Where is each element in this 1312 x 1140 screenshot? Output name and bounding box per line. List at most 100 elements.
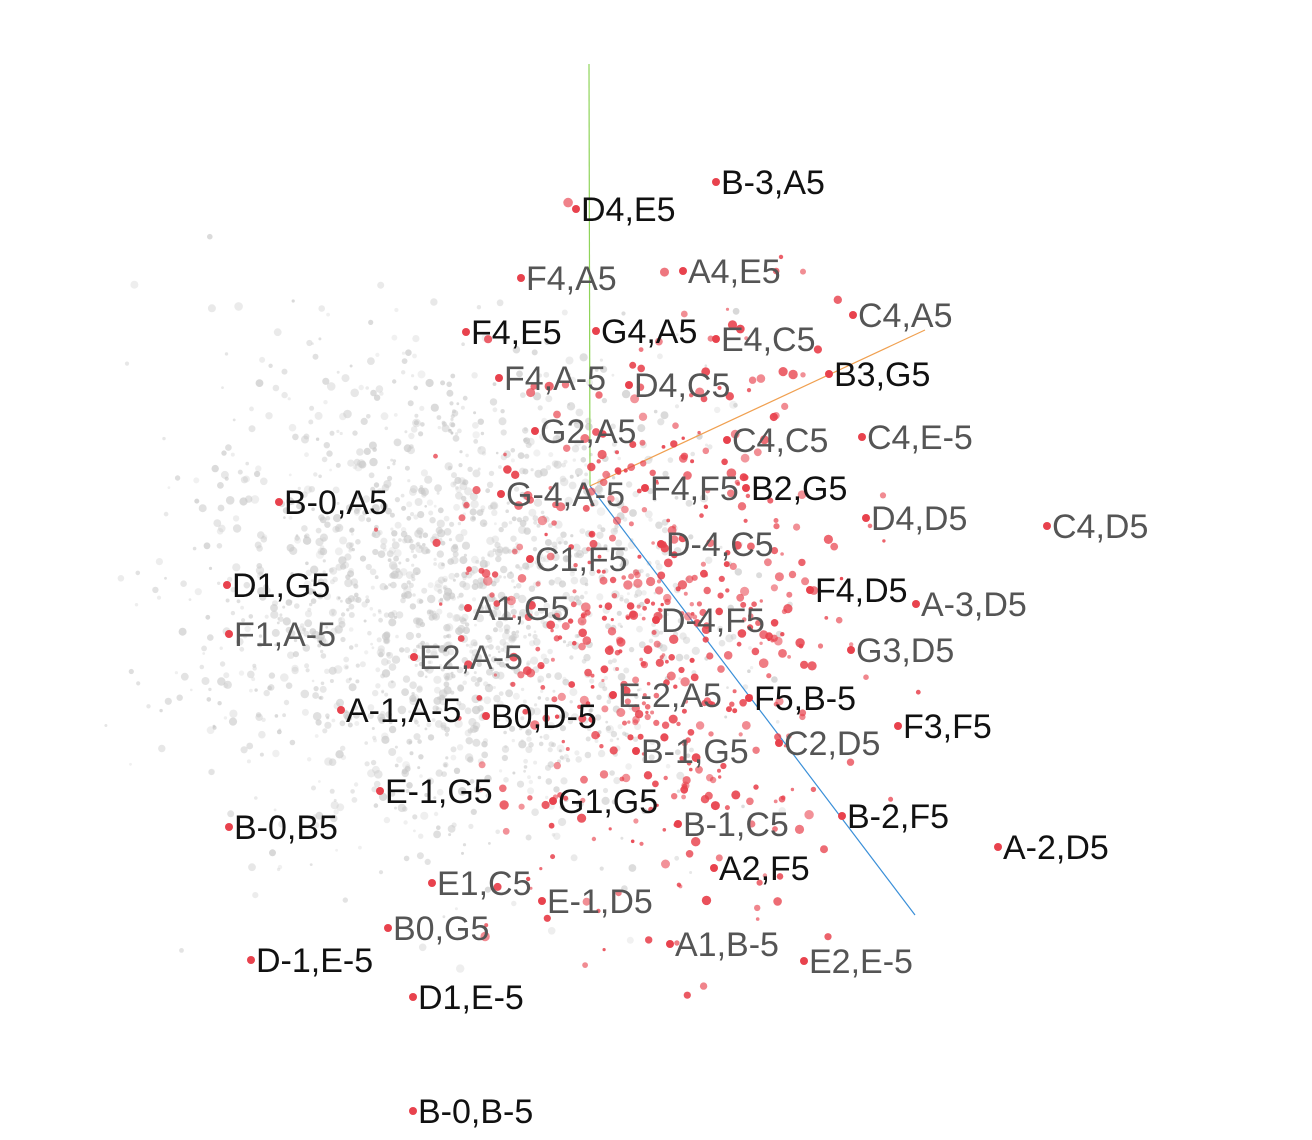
labeled-point[interactable] bbox=[376, 787, 384, 795]
labeled-point[interactable] bbox=[517, 274, 525, 282]
labeled-point[interactable] bbox=[247, 956, 255, 964]
background-point bbox=[575, 408, 584, 417]
labeled-point[interactable] bbox=[538, 897, 546, 905]
labeled-point[interactable] bbox=[572, 205, 580, 213]
point-label: C4,A5 bbox=[858, 297, 953, 335]
highlighted-point bbox=[577, 813, 587, 823]
labeled-point[interactable] bbox=[409, 1107, 417, 1115]
labeled-point[interactable] bbox=[526, 555, 534, 563]
labeled-point[interactable] bbox=[428, 879, 436, 887]
background-point bbox=[424, 727, 428, 731]
highlighted-point bbox=[643, 771, 653, 780]
labeled-point[interactable] bbox=[641, 484, 649, 492]
background-point bbox=[291, 666, 299, 675]
background-point bbox=[558, 749, 562, 753]
background-point bbox=[502, 335, 508, 342]
labeled-point[interactable] bbox=[838, 812, 846, 820]
labeled-point[interactable] bbox=[225, 630, 233, 638]
labeled-point[interactable] bbox=[384, 924, 392, 932]
background-point bbox=[484, 774, 492, 783]
labeled-point[interactable] bbox=[337, 706, 345, 714]
labeled-point[interactable] bbox=[723, 436, 731, 444]
highlighted-point bbox=[653, 692, 660, 699]
labeled-point[interactable] bbox=[858, 433, 866, 441]
highlighted-point bbox=[630, 839, 635, 844]
background-point bbox=[449, 521, 455, 527]
labeled-point[interactable] bbox=[825, 370, 833, 378]
labeled-point[interactable] bbox=[894, 722, 902, 730]
labeled-point[interactable] bbox=[775, 739, 783, 747]
labeled-point[interactable] bbox=[464, 604, 472, 612]
labeled-point[interactable] bbox=[666, 940, 674, 948]
labeled-point[interactable] bbox=[712, 178, 720, 186]
background-point bbox=[472, 422, 479, 429]
labeled-point[interactable] bbox=[1043, 522, 1051, 530]
highlighted-point bbox=[715, 607, 723, 616]
background-point bbox=[393, 549, 402, 558]
background-point bbox=[401, 582, 409, 590]
background-point bbox=[574, 439, 582, 447]
labeled-point[interactable] bbox=[275, 498, 283, 506]
labeled-point[interactable] bbox=[482, 712, 490, 720]
background-point bbox=[315, 437, 320, 441]
background-point bbox=[292, 651, 299, 658]
labeled-point[interactable] bbox=[409, 993, 417, 1001]
highlighted-point bbox=[704, 791, 713, 800]
labeled-point[interactable] bbox=[912, 600, 920, 608]
labeled-point[interactable] bbox=[742, 484, 750, 492]
background-point bbox=[242, 633, 248, 639]
labeled-point[interactable] bbox=[549, 797, 557, 805]
highlighted-point bbox=[794, 824, 805, 835]
labeled-point[interactable] bbox=[862, 514, 870, 522]
labeled-point[interactable] bbox=[497, 490, 505, 498]
labeled-point[interactable] bbox=[462, 328, 470, 336]
background-point bbox=[537, 679, 542, 683]
labeled-point[interactable] bbox=[225, 823, 233, 831]
labeled-point[interactable] bbox=[592, 327, 600, 335]
background-point bbox=[240, 605, 245, 610]
background-point bbox=[336, 803, 345, 812]
labeled-point[interactable] bbox=[657, 540, 665, 548]
background-point bbox=[481, 451, 487, 456]
background-point bbox=[388, 748, 397, 756]
highlighted-point bbox=[663, 593, 672, 603]
background-point bbox=[316, 636, 324, 644]
labeled-point[interactable] bbox=[632, 747, 640, 755]
background-point bbox=[199, 664, 205, 670]
background-point bbox=[570, 854, 578, 862]
background-point bbox=[305, 561, 309, 566]
labeled-point[interactable] bbox=[410, 653, 418, 661]
labeled-point[interactable] bbox=[712, 335, 720, 343]
labeled-point[interactable] bbox=[674, 820, 682, 828]
background-point bbox=[572, 543, 581, 552]
background-point bbox=[365, 386, 370, 390]
highlighted-point bbox=[551, 520, 557, 526]
labeled-point[interactable] bbox=[849, 311, 857, 319]
background-point bbox=[579, 594, 585, 600]
labeled-point[interactable] bbox=[800, 957, 808, 965]
background-point bbox=[533, 630, 537, 633]
background-point bbox=[461, 495, 467, 502]
labeled-point[interactable] bbox=[710, 864, 718, 872]
background-point bbox=[468, 823, 474, 830]
background-point bbox=[641, 794, 647, 800]
highlighted-point bbox=[580, 434, 590, 443]
labeled-point[interactable] bbox=[625, 381, 633, 389]
background-point bbox=[563, 754, 569, 760]
labeled-point[interactable] bbox=[994, 843, 1002, 851]
labeled-point[interactable] bbox=[495, 374, 503, 382]
labeled-point[interactable] bbox=[223, 581, 231, 589]
labeled-point[interactable] bbox=[679, 267, 687, 275]
labeled-point[interactable] bbox=[745, 694, 753, 702]
background-point bbox=[462, 479, 469, 486]
labeled-point[interactable] bbox=[847, 646, 855, 654]
labeled-point[interactable] bbox=[531, 427, 539, 435]
labeled-point[interactable] bbox=[806, 586, 814, 594]
labeled-point[interactable] bbox=[652, 616, 660, 624]
labeled-point[interactable] bbox=[609, 691, 617, 699]
background-point bbox=[451, 472, 457, 479]
background-point bbox=[632, 490, 639, 498]
highlighted-point bbox=[668, 714, 678, 724]
background-point bbox=[294, 535, 300, 541]
